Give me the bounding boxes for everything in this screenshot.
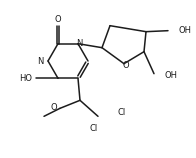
Text: N: N <box>38 57 44 66</box>
Text: OH: OH <box>165 71 178 80</box>
Text: O: O <box>50 103 57 112</box>
Text: OH: OH <box>179 26 192 35</box>
Text: Cl: Cl <box>90 124 98 133</box>
Text: HO: HO <box>19 74 33 83</box>
Text: N: N <box>76 39 82 48</box>
Text: Cl: Cl <box>118 108 126 117</box>
Text: O: O <box>55 15 61 24</box>
Text: O: O <box>123 61 129 70</box>
